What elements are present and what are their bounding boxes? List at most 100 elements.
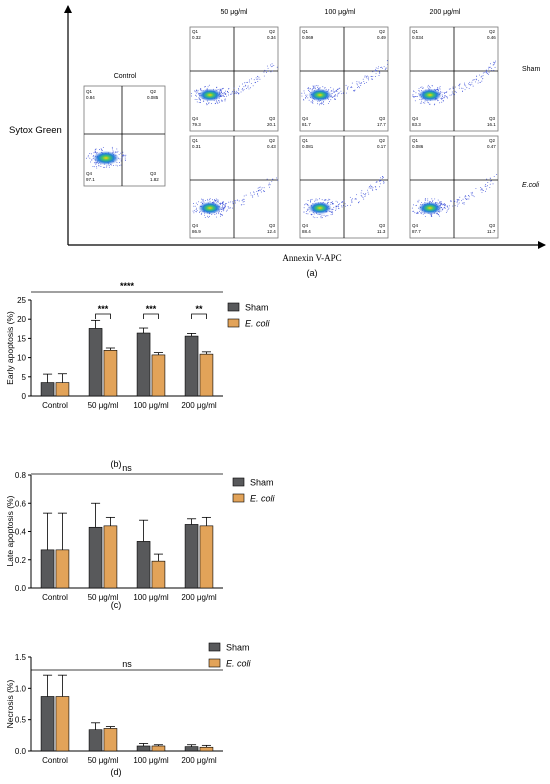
q1-label: Q1 [302, 138, 309, 143]
event-dot [372, 187, 374, 189]
column-header-200: 200 μg/ml [430, 9, 461, 16]
event-dot [266, 72, 267, 74]
event-dot [312, 99, 314, 101]
event-dot [358, 87, 360, 89]
event-dot [317, 86, 318, 88]
event-dot [264, 69, 266, 71]
event-dot [337, 93, 339, 95]
x-tick-label: Control [42, 593, 68, 602]
event-dot [360, 83, 362, 85]
q1-label: Q1 [192, 138, 199, 143]
event-dot [121, 158, 122, 160]
bar [55, 382, 70, 397]
event-dot [347, 205, 349, 206]
event-dot [223, 207, 225, 209]
event-dot [218, 100, 219, 101]
event-dot [473, 196, 475, 198]
event-dot [199, 99, 201, 101]
q4-label: Q4 [192, 223, 199, 228]
q2-label: Q2 [379, 29, 386, 34]
event-dot [224, 99, 226, 101]
q2-label: Q2 [379, 138, 386, 143]
event-dot [431, 85, 433, 87]
event-dot [338, 204, 340, 206]
panel-label: (c) [111, 600, 122, 610]
panel-label: (b) [111, 459, 122, 469]
event-dot [416, 211, 418, 213]
event-dot [433, 104, 435, 106]
event-dot [324, 87, 326, 89]
event-dot [271, 63, 273, 65]
event-dot [307, 90, 309, 91]
event-dot [223, 93, 225, 95]
event-dot [223, 91, 225, 93]
event-dot [225, 203, 227, 205]
event-dot [311, 89, 313, 91]
event-dot [334, 90, 336, 92]
event-dot [222, 208, 224, 210]
event-dot [257, 78, 259, 80]
event-dot [222, 203, 224, 205]
panel-label: (d) [111, 767, 122, 777]
event-dot [306, 203, 308, 205]
event-dot [206, 104, 208, 106]
event-dot [87, 154, 89, 156]
event-dot [204, 199, 206, 201]
event-density-core [418, 88, 442, 102]
event-dot [100, 148, 102, 150]
event-dot [457, 200, 459, 202]
event-dot [190, 95, 192, 97]
event-dot [487, 73, 489, 74]
q2-label: Q2 [269, 29, 276, 34]
event-dot [335, 89, 337, 91]
event-dot [303, 90, 305, 92]
event-dot [102, 146, 104, 148]
event-dot [196, 211, 197, 213]
event-dot [421, 100, 423, 102]
event-dot [209, 215, 210, 217]
event-dot [308, 99, 310, 101]
event-dot [343, 200, 345, 202]
event-dot [99, 149, 100, 150]
significance-bracket [191, 313, 207, 319]
event-dot [307, 200, 309, 201]
necrosis-chart: 0.0 0.5 1.0 1.5 Necrosis (%) Control 50 μg/ml 1… [5, 643, 252, 778]
event-dot [384, 69, 386, 70]
event-dot [375, 189, 377, 191]
event-dot [239, 85, 240, 87]
event-dot [442, 208, 444, 210]
event-dot [331, 201, 333, 203]
event-dot [124, 160, 126, 161]
bar [40, 696, 55, 752]
event-dot [491, 180, 492, 182]
y-tick-label: 0.4 [15, 528, 27, 537]
event-dot [223, 87, 225, 89]
event-dot [489, 177, 491, 179]
event-dot [264, 191, 266, 192]
event-dot [487, 73, 489, 75]
y-tick-label: 20 [17, 315, 26, 324]
event-dot [198, 102, 200, 104]
event-dot [431, 198, 433, 200]
event-dot [312, 87, 314, 89]
event-dot [356, 81, 358, 83]
event-dot [249, 87, 251, 89]
event-dot [429, 87, 431, 89]
event-dot [335, 95, 337, 97]
event-dot [471, 193, 473, 195]
event-dot [415, 96, 416, 98]
event-dot [243, 88, 245, 90]
event-dot [330, 87, 332, 89]
event-density-core [308, 88, 332, 102]
event-dot [220, 213, 222, 215]
event-dot [240, 91, 242, 93]
event-dot [319, 87, 321, 89]
event-dot [323, 199, 325, 201]
event-dot [325, 215, 327, 217]
event-dot [418, 210, 420, 212]
event-dot [454, 200, 456, 202]
event-dot [337, 88, 339, 90]
event-dot [458, 84, 460, 86]
event-dot [236, 91, 238, 93]
event-dot [421, 87, 423, 89]
